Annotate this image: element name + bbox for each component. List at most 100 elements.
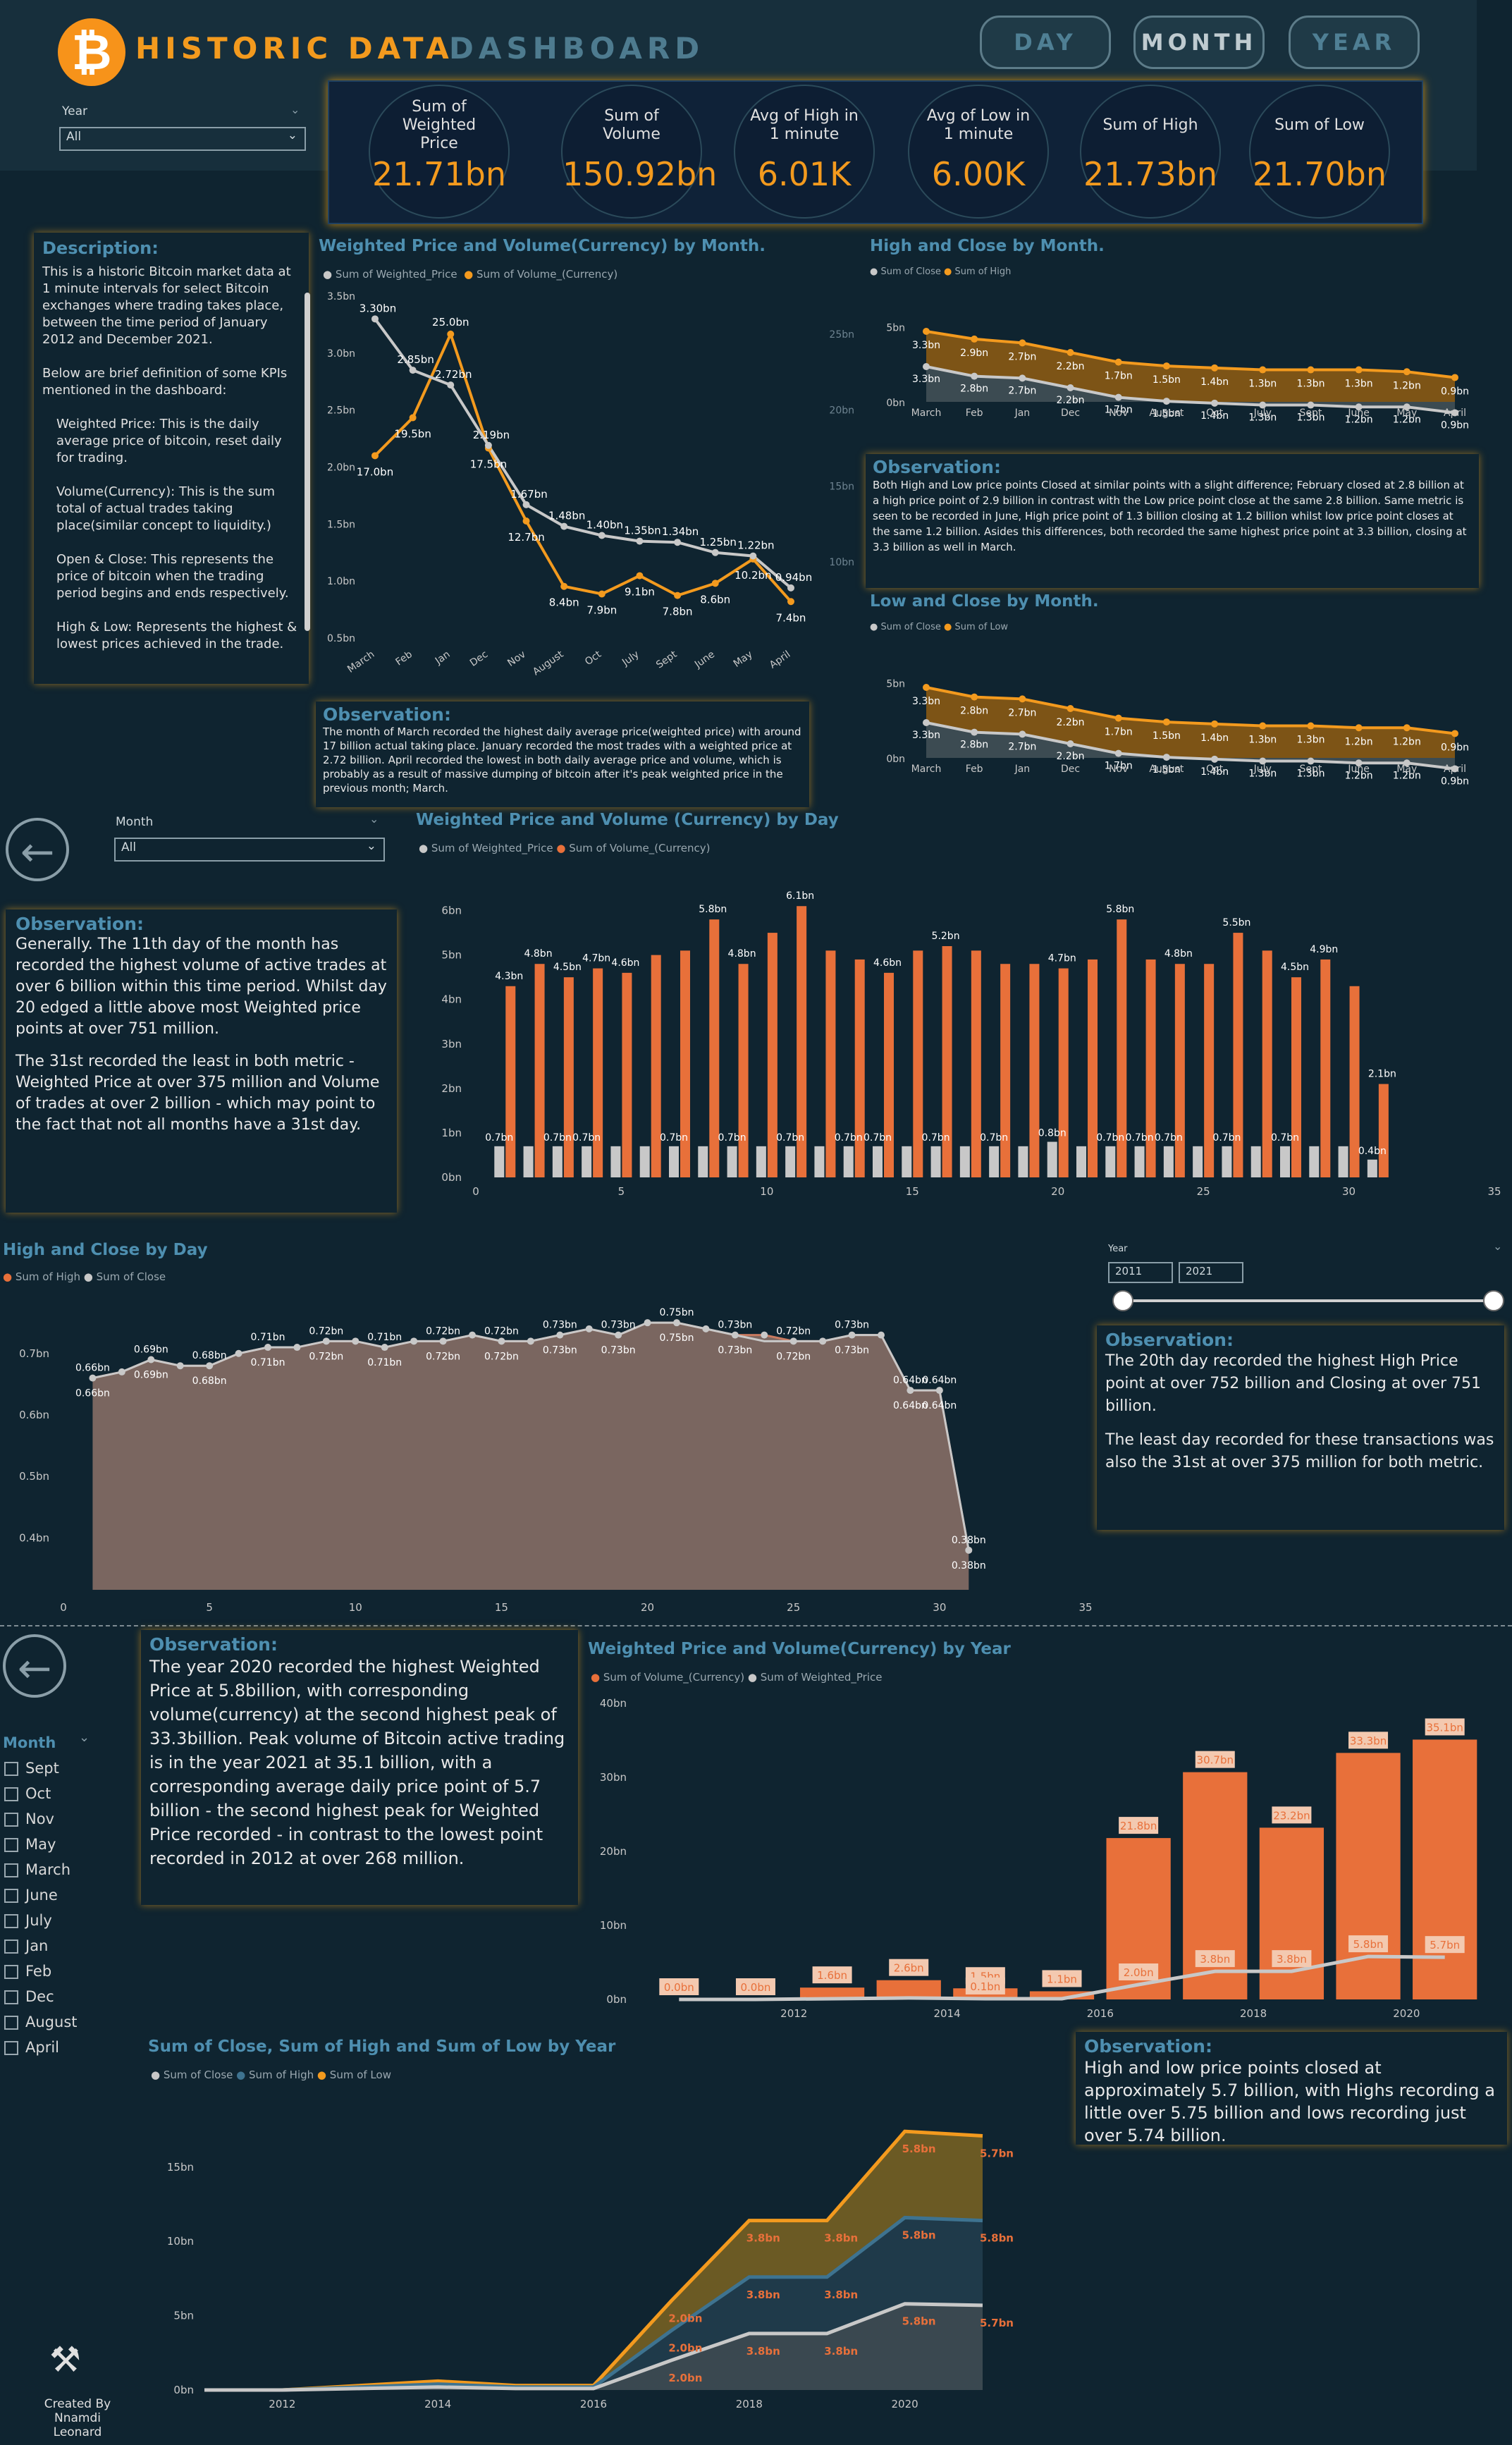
x-tick-label: 2018: [1240, 2007, 1267, 2020]
checkbox-icon[interactable]: [4, 1787, 18, 1801]
month-list-item[interactable]: April: [4, 2035, 110, 2060]
year-slicer-dropdown[interactable]: All ⌄: [59, 127, 306, 151]
y-tick-label: 10bn: [829, 557, 854, 568]
checkbox-icon[interactable]: [4, 1990, 18, 2004]
month-slicer-dropdown[interactable]: All ⌄: [114, 838, 385, 862]
year-range-end-handle[interactable]: [1483, 1290, 1504, 1311]
x-tick-label: Nov: [1109, 764, 1128, 775]
volume-bar: [1117, 919, 1127, 1177]
month-list-item[interactable]: May: [4, 1832, 110, 1857]
observation-text: The year 2020 recorded the highest Weigh…: [149, 1657, 565, 1868]
legend-label: Sum of Volume_(Currency): [569, 842, 711, 854]
checkbox-icon[interactable]: [4, 2016, 18, 2030]
month-list-item[interactable]: Dec: [4, 1984, 110, 2009]
month-list-item[interactable]: Feb: [4, 1959, 110, 1984]
close-point: [1114, 393, 1122, 401]
year-range-to-input[interactable]: 2021: [1179, 1262, 1243, 1283]
weighted-volume-day-chart[interactable]: 0bn 1bn 2bn 3bn 4bn 5bn 6bn 0 5 10 15 20 25 30 35 0.7bn…: [416, 867, 1508, 1206]
chart-title: Low and Close by Month.: [870, 592, 1099, 611]
data-label: 8.4bn: [549, 596, 579, 609]
month-list-item[interactable]: Sept: [4, 1755, 110, 1781]
observation-title: Observation:: [873, 457, 1001, 477]
month-list-item[interactable]: Oct: [4, 1781, 110, 1806]
high-close-day-chart[interactable]: 0.4bn 0.5bn 0.6bn 0.7bn 0 5 10 15 20 25 30 35 0.66bn…: [0, 1290, 1100, 1614]
data-label: 2.0bn: [668, 2312, 702, 2325]
high-area: [92, 1323, 969, 1590]
slicer-menu-chevron-icon[interactable]: ⌄: [79, 1730, 90, 1745]
month-list-item[interactable]: August: [4, 2009, 110, 2035]
month-list-item[interactable]: June: [4, 1882, 110, 1908]
x-tick-label: Feb: [966, 408, 983, 419]
data-label: 0.72bn: [776, 1325, 811, 1337]
checkbox-icon[interactable]: [4, 1813, 18, 1827]
nav-day-button[interactable]: DAY: [980, 16, 1111, 69]
checkbox-icon[interactable]: [4, 1762, 18, 1776]
nav-month-button[interactable]: MONTH: [1133, 16, 1265, 69]
close-high-low-year-chart[interactable]: 0bn 5bn 10bn 15bn 2012 2014 2016 2018 2020 2.0bn 2…: [141, 2101, 1071, 2418]
y-tick-label: 5bn: [441, 949, 462, 962]
checkbox-icon[interactable]: [4, 1965, 18, 1979]
weighted-volume-month-chart[interactable]: 0.5bn 1.0bn 1.5bn 2.0bn 2.5bn 3.0bn 3.5bn 10bn 1…: [319, 278, 865, 680]
back-arrow-icon[interactable]: ←: [6, 818, 69, 881]
checkbox-icon[interactable]: [4, 1863, 18, 1877]
data-label: 0.0bn: [664, 1981, 694, 1994]
checkbox-icon[interactable]: [4, 1940, 18, 1954]
checkbox-icon[interactable]: [4, 1889, 18, 1903]
close-point: [1211, 755, 1219, 763]
y-tick-label: 1.0bn: [327, 576, 355, 587]
data-label: 2.85bn: [397, 353, 434, 366]
data-label: 5.8bn: [1106, 904, 1134, 915]
data-point: [322, 1337, 330, 1345]
month-list-item[interactable]: Nov: [4, 1806, 110, 1832]
nav-year-button[interactable]: YEAR: [1289, 16, 1420, 69]
data-label: 17.5bn: [470, 458, 507, 471]
data-label: 1.3bn: [1296, 379, 1324, 390]
close-line: [204, 2302, 983, 2392]
slicer-menu-chevron-icon[interactable]: ⌄: [1493, 1239, 1503, 1253]
chart-title: Weighted Price and Volume (Currency) by …: [416, 811, 839, 829]
checkbox-icon[interactable]: [4, 1914, 18, 1928]
data-label: 1.5bn: [1153, 374, 1181, 386]
data-label: 21.8bn: [1120, 1820, 1157, 1832]
data-point: [556, 1331, 564, 1339]
slicer-menu-chevron-icon[interactable]: ⌄: [290, 103, 300, 116]
data-label: 5.5bn: [1222, 917, 1250, 929]
year-range-start-handle[interactable]: [1112, 1290, 1133, 1311]
observation-text: The month of March recorded the highest …: [323, 725, 801, 795]
month-list-item[interactable]: Jan: [4, 1933, 110, 1959]
high-close-month-chart[interactable]: 0bn 5bn 3.3bn 3.3bn March 2.9bn 2.8bn Feb 2.7bn 2…: [870, 282, 1483, 451]
x-tick-label: Dec: [1061, 408, 1080, 419]
observation-title: Observation:: [1084, 2036, 1212, 2057]
checkbox-icon[interactable]: [4, 1838, 18, 1852]
description-scrollbar[interactable]: [305, 293, 310, 631]
data-label: 0.4bn: [1358, 1146, 1387, 1157]
data-label: 1.22bn: [737, 539, 774, 552]
volume-bar: [1378, 1084, 1389, 1177]
weighted-price-bar: [930, 1146, 941, 1177]
low-close-month-chart[interactable]: 0bn 5bn 3.3bn 3.3bn March 2.8bn 2.8bn Feb 2.7bn 2…: [870, 638, 1483, 807]
weighted-volume-year-chart[interactable]: 0bn 10bn 20bn 30bn 40bn 2012 2014 2016 2018 2020 0…: [588, 1689, 1504, 2021]
data-label: 17.0bn: [357, 465, 393, 478]
kpi-sum-volume: Sum of Volume 150.92bn: [561, 85, 717, 219]
volume-bar: [767, 933, 777, 1177]
month-list-item[interactable]: March: [4, 1857, 110, 1882]
close-point: [1067, 384, 1074, 391]
data-label: 0.7bn: [1155, 1132, 1183, 1144]
back-arrow-icon[interactable]: ←: [3, 1634, 66, 1698]
chart-legend: ● Sum of Weighted_Price ● Sum of Volume_…: [323, 268, 617, 281]
observation-text: The 31st recorded the least in both metr…: [16, 1053, 380, 1134]
data-label: 1.2bn: [1393, 380, 1421, 391]
month-list-item[interactable]: July: [4, 1908, 110, 1933]
kpi-value: 21.71bn: [371, 155, 507, 193]
data-point: [118, 1368, 125, 1375]
data-label: 1.3bn: [1296, 735, 1324, 746]
observation-panel: Observation: Both High and Low price poi…: [866, 454, 1479, 588]
slicer-menu-chevron-icon[interactable]: ⌄: [369, 812, 379, 826]
checkbox-icon[interactable]: [4, 2041, 18, 2055]
year-range-from-input[interactable]: 2011: [1108, 1262, 1173, 1283]
data-label-bg: [735, 1978, 775, 1995]
x-tick-label: Sept: [654, 649, 680, 671]
series-point: [971, 693, 978, 701]
weighted-price-point: [787, 584, 794, 592]
x-tick-label: 10: [760, 1185, 773, 1198]
